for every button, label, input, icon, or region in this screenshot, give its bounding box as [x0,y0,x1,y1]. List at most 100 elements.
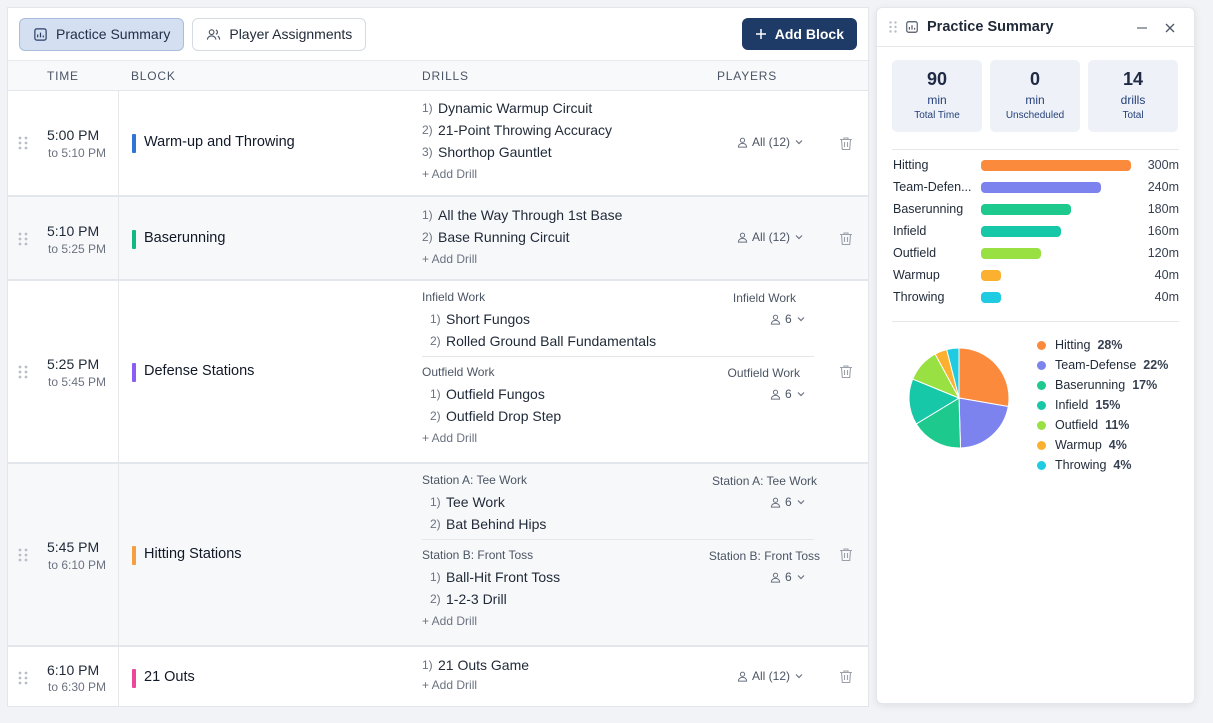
add-drill-link[interactable]: + Add Drill [422,614,478,628]
drill-item[interactable]: 3) Shorthop Gauntlet [422,141,814,163]
drill-number: 1) [430,387,441,401]
trash-icon[interactable] [839,669,853,684]
bar-label: Team-Defen... [893,180,972,194]
drill-item[interactable]: 2) 1-2-3 Drill [422,588,814,610]
drill-item[interactable]: 2) Rolled Ground Ball Fundamentals [422,330,814,352]
category-pie-chart [908,347,1010,449]
drill-number: 1) [430,495,441,509]
bar-row: Team-Defen... 240m [893,176,1179,198]
station-group: Outfield Work Outfield Work 1) Outfield F… [422,361,814,449]
add-drill-link[interactable]: + Add Drill [422,167,478,181]
stat-label: Unscheduled [1005,110,1065,121]
time-cell [8,464,119,645]
add-drill-link[interactable]: + Add Drill [422,252,478,266]
bar [981,291,1001,303]
block-color-bar [132,230,136,249]
legend-swatch [1037,380,1046,390]
players-select[interactable]: 6 [770,570,806,584]
drag-handle-icon[interactable] [889,21,897,33]
block-start-time: 5:25 PM [47,356,100,372]
add-block-button[interactable]: Add Block [741,18,857,50]
legend-item: Hitting 28% [1037,335,1168,355]
legend-percent: 17% [1132,378,1158,392]
time-cell [8,91,119,195]
bar-track [981,203,1141,215]
bar-value-label: 40m [1154,268,1179,282]
drill-item[interactable]: 2) Base Running Circuit [422,226,814,248]
block-name: 21 Outs [144,669,195,685]
station-label-right: Outfield Work [727,366,800,380]
chevron-down-icon [797,500,805,505]
bar-row: Hitting 300m [893,154,1179,176]
block-name: Warm-up and Throwing [144,134,295,150]
block-name: Baserunning [144,230,226,246]
drill-name: Bat Behind Hips [446,516,547,532]
summary-stats: 90 min Total Time 0 min Unscheduled 14 d… [877,47,1194,132]
drill-item[interactable]: 2) Bat Behind Hips [422,513,814,535]
drill-item[interactable]: 2) Outfield Drop Step [422,405,814,427]
trash-icon[interactable] [839,231,853,246]
drill-item[interactable]: 2) 21-Point Throwing Accuracy [422,119,814,141]
station-list: Infield Work Infield Work 1) Short Fungos… [422,286,814,449]
close-icon[interactable] [1164,22,1176,34]
trash-icon[interactable] [839,547,853,562]
minimize-icon[interactable] [1136,22,1148,34]
legend-item: Baserunning 17% [1037,375,1168,395]
players-select[interactable]: All (12) [737,230,804,244]
drill-item[interactable]: 1) All the Way Through 1st Base [422,204,814,226]
drill-item[interactable]: 1) Outfield Fungos [422,383,814,405]
tab-player-assignments[interactable]: Player Assignments [192,17,367,51]
drill-item[interactable]: 1) Dynamic Warmup Circuit [422,97,814,119]
players-select[interactable]: 6 [770,312,806,326]
trash-icon[interactable] [839,364,853,379]
block-color-bar [132,134,136,153]
table-row: 5:25 PM to 5:45 PM Defense Stations Infi… [8,281,868,464]
add-block-label: Add Block [774,26,844,42]
chevron-down-icon [797,392,805,397]
drag-handle-icon[interactable] [18,232,28,246]
drill-item[interactable]: 1) Short Fungos [422,308,814,330]
drill-list: 1) All the Way Through 1st Base 2) Base Ru… [422,204,814,270]
pie-slice [958,347,1010,408]
bar-row: Outfield 120m [893,242,1179,264]
drill-number: 2) [430,409,441,423]
pie-slice [958,397,1009,449]
toolbar: Practice Summary Player Assignments Add … [8,8,868,60]
players-select[interactable]: 6 [770,495,806,509]
tab-practice-summary[interactable]: Practice Summary [19,17,185,51]
bar-row: Infield 160m [893,220,1179,242]
drill-item[interactable]: 1) 21 Outs Game [422,654,814,676]
person-icon [770,497,781,508]
drill-name: 21 Outs Game [438,657,530,673]
legend-percent: 28% [1097,338,1123,352]
trash-icon[interactable] [839,136,853,151]
drag-handle-icon[interactable] [18,548,28,562]
block-end-time: to 6:30 PM [48,680,107,694]
block-end-time: to 5:45 PM [48,375,107,389]
legend-label: Infield [1055,398,1089,412]
drill-name: Rolled Ground Ball Fundamentals [446,333,657,349]
add-drill-link[interactable]: + Add Drill [422,431,478,445]
bar [981,247,1041,259]
legend-label: Team-Defense [1055,358,1137,372]
drill-item[interactable]: 1) Ball-Hit Front Toss [422,566,814,588]
drag-handle-icon[interactable] [18,365,28,379]
drag-handle-icon[interactable] [18,671,28,685]
drag-handle-icon[interactable] [18,136,28,150]
drill-item[interactable]: 1) Tee Work [422,491,814,513]
drill-name: Dynamic Warmup Circuit [438,100,593,116]
legend-swatch [1037,360,1046,370]
players-select[interactable]: All (12) [737,135,804,149]
block-name: Defense Stations [144,363,255,379]
chart-icon [34,27,47,41]
block-name: Hitting Stations [144,546,242,562]
block-end-time: to 5:25 PM [48,242,107,256]
station-group: Infield Work Infield Work 1) Short Fungos… [422,286,814,352]
panel-header[interactable]: Practice Summary [877,8,1194,47]
add-drill-link[interactable]: + Add Drill [422,678,478,692]
players-select[interactable]: All (12) [737,669,804,683]
players-select[interactable]: 6 [770,387,806,401]
drill-number: 2) [422,230,433,244]
players-value: 6 [785,387,792,401]
station-divider [422,539,814,540]
